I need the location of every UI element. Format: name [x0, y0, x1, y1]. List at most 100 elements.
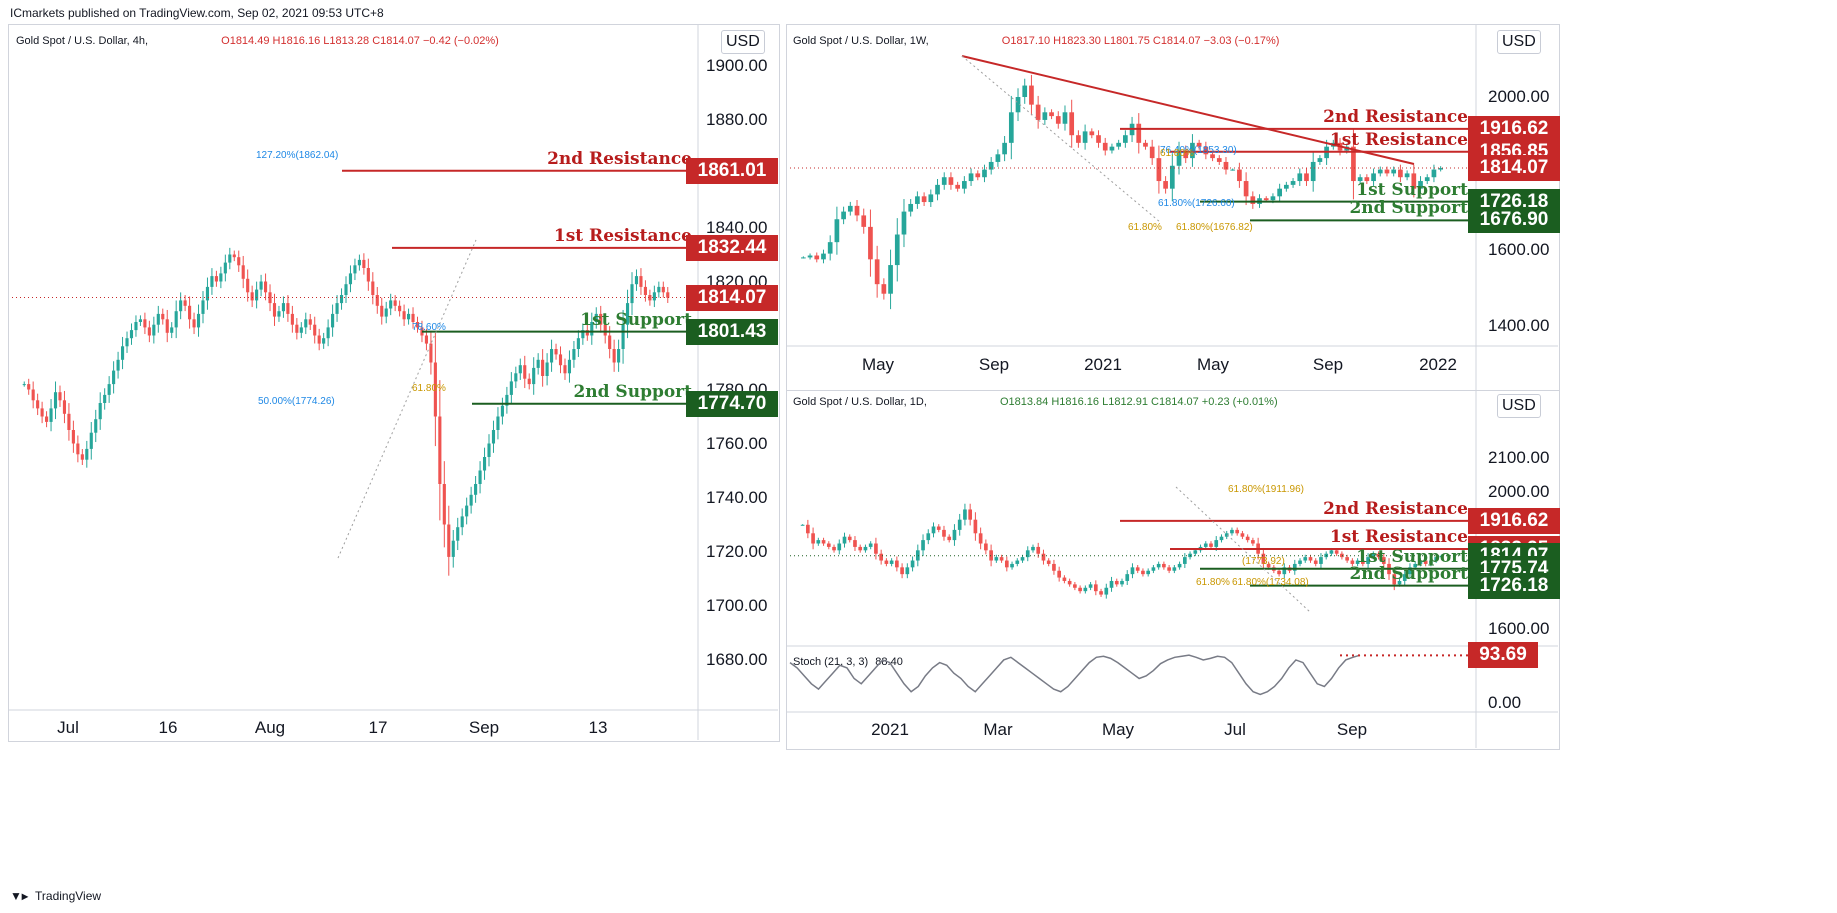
chart-panel-1w[interactable]: [786, 24, 1560, 392]
candle-body: [116, 359, 120, 371]
candle-body: [1391, 169, 1397, 174]
fib-label: 76.40%(1853.30): [1160, 145, 1237, 156]
y-axis-tick: 1840.00: [706, 217, 768, 237]
candle-body: [326, 327, 330, 339]
candle-body: [1439, 555, 1444, 558]
candle-body: [89, 432, 93, 449]
fib-label: 61.80%: [1128, 222, 1162, 233]
x-axis-tick: Sep: [468, 718, 500, 737]
price-badge: 1774.70: [686, 390, 778, 417]
price-badge: 1676.90: [1468, 207, 1560, 234]
x-axis-tick: Sep: [1336, 720, 1368, 739]
candle-body: [643, 286, 647, 295]
candle-body: [863, 546, 868, 551]
candle-body: [901, 211, 907, 235]
candle-body: [1261, 553, 1266, 564]
candle-body: [1130, 567, 1135, 575]
candle-body: [661, 286, 665, 293]
x-axis-tick: May: [1196, 355, 1230, 374]
candle-body: [290, 313, 294, 325]
candle-body: [1089, 131, 1095, 136]
candle-body: [120, 346, 125, 360]
candle-body: [847, 205, 853, 212]
candle-body: [107, 384, 111, 395]
candle-body: [1099, 591, 1103, 595]
level-label: 2nd Support: [573, 381, 692, 402]
candle-body: [834, 219, 840, 243]
candle-body: [228, 254, 232, 263]
candle-body: [1377, 169, 1383, 174]
ohlc-values: O1817.10 H1823.30 L1801.75 C1814.07 −3.0…: [1001, 35, 1280, 47]
candle-body: [1371, 173, 1376, 182]
candle-body: [1224, 533, 1229, 537]
x-axis-tick: 2022: [1419, 355, 1457, 374]
fib-label: 78.60%: [412, 322, 446, 333]
candle-body: [1411, 173, 1417, 189]
candle-body: [442, 484, 446, 525]
fib-label: 61.80%: [412, 383, 446, 394]
candle-body: [1310, 161, 1316, 182]
fib-label: 61.80%(1676.82): [1176, 222, 1253, 233]
candle-body: [1240, 533, 1245, 537]
candle-body: [241, 265, 245, 279]
candle-body: [161, 313, 165, 320]
y-axis-tick: 1680.00: [706, 649, 768, 669]
candle-body: [1298, 560, 1302, 564]
candle-body: [295, 324, 299, 333]
fib-label: (1773.92): [1242, 556, 1285, 567]
x-axis-tick: 2021: [871, 720, 909, 739]
candle-body: [322, 338, 326, 344]
candle-body: [447, 524, 451, 557]
candle-body: [465, 505, 469, 517]
candle-body: [1062, 112, 1068, 124]
currency-button[interactable]: USD: [1497, 394, 1541, 418]
candle-body: [801, 257, 806, 259]
candle-body: [1162, 563, 1166, 568]
candle-body: [1143, 142, 1148, 147]
candle-body: [438, 416, 442, 484]
x-axis-tick: 16: [158, 718, 178, 737]
candle-body: [1002, 142, 1007, 155]
candle-body: [888, 265, 893, 294]
stoch-line: [789, 654, 1361, 696]
candle-body: [1357, 177, 1363, 182]
candle-body: [1319, 557, 1323, 564]
candle-body: [816, 540, 821, 544]
candle-body: [1109, 580, 1114, 588]
level-label: 2nd Support: [1349, 198, 1468, 219]
chart-panel-4h[interactable]: [8, 24, 780, 742]
candle-body: [1190, 142, 1195, 159]
candle-body: [1015, 560, 1020, 564]
candle-body: [402, 311, 406, 320]
candle-body: [928, 194, 934, 203]
currency-button[interactable]: USD: [721, 30, 765, 54]
candle-body: [962, 181, 967, 189]
candle-body: [1290, 181, 1296, 185]
candle-body: [36, 400, 40, 409]
candle-body: [935, 184, 940, 195]
candle-body: [952, 529, 957, 541]
currency-button[interactable]: USD: [1497, 30, 1541, 54]
candle-body: [842, 536, 847, 544]
x-axis-tick: 2021: [1084, 355, 1122, 374]
fib-trend-line: [337, 239, 477, 559]
candle-body: [201, 300, 205, 314]
candle-body: [999, 557, 1004, 561]
candle-body: [1062, 577, 1067, 581]
candle-body: [62, 400, 67, 414]
candle-body: [40, 408, 44, 417]
candle-body: [841, 211, 846, 220]
stoch-y-tick: 0.00: [1488, 693, 1522, 712]
candle-body: [1434, 557, 1438, 561]
candle-body: [1209, 543, 1213, 547]
candle-body: [652, 292, 656, 301]
candle-body: [1022, 85, 1028, 98]
symbol-label: Gold Spot / U.S. Dollar, 1W,: [793, 35, 929, 47]
candle-body: [915, 196, 920, 204]
candle-body: [889, 560, 894, 564]
x-axis-tick: 17: [368, 718, 388, 737]
candle-body: [1398, 169, 1403, 178]
level-label: 1st Support: [580, 309, 692, 330]
candle-body: [982, 169, 987, 178]
